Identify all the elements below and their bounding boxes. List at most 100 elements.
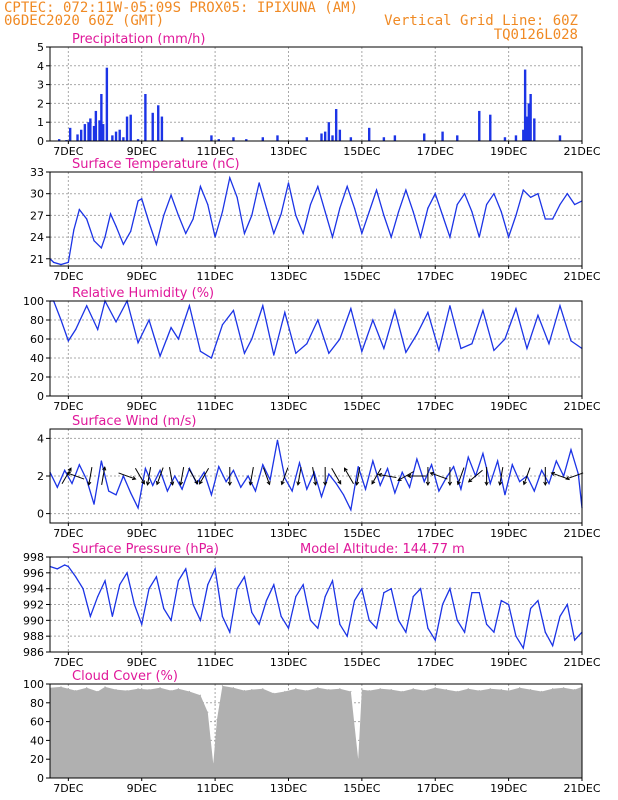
- wind-point: [372, 460, 374, 462]
- wind-arrow-head: [337, 480, 342, 485]
- humidity-point: [170, 327, 172, 329]
- temperature-xtick-label: 17DEC: [417, 270, 454, 283]
- wind-arrow-head: [429, 471, 434, 476]
- precipitation-xtick-label: 21DEC: [563, 145, 600, 158]
- precipitation-bar: [522, 129, 525, 141]
- wind-arrow-head: [67, 467, 72, 472]
- humidity-point: [273, 354, 275, 356]
- wind-point: [408, 486, 411, 488]
- pressure-point: [427, 627, 429, 629]
- wind-arrow-head: [170, 481, 175, 486]
- cloud-point: [412, 688, 414, 690]
- humidity-point: [438, 349, 440, 351]
- temperature-ytick-label: 33: [30, 166, 44, 179]
- humidity-point: [251, 338, 253, 340]
- cloud-point: [530, 689, 532, 691]
- wind-xtick-label: 17DEC: [417, 527, 454, 540]
- pressure-point: [287, 627, 290, 629]
- pressure-point: [456, 619, 458, 621]
- cloud-point: [357, 758, 359, 760]
- wind-point: [548, 482, 550, 485]
- pressure-point: [361, 588, 363, 590]
- wind-xtick-label: 21DEC: [563, 527, 600, 540]
- wind-arrow-shaft: [312, 467, 317, 485]
- temperature-point: [339, 207, 341, 209]
- pressure-point: [295, 595, 297, 598]
- wind-arrow-head: [87, 481, 92, 486]
- precipitation-bar: [136, 139, 140, 141]
- wind-point: [262, 464, 264, 466]
- wind-arrow-shaft: [468, 469, 483, 483]
- wind-arrow-shaft: [397, 471, 414, 481]
- cloud-point: [508, 689, 510, 692]
- wind-point: [78, 464, 80, 466]
- temperature-point: [236, 196, 238, 198]
- pressure-point: [419, 588, 422, 590]
- precipitation-bar: [393, 135, 397, 141]
- wind-arrow-head: [199, 480, 203, 485]
- temperature-xtick-label: 15DEC: [343, 270, 380, 283]
- humidity-ytick-label: 40: [30, 352, 44, 365]
- temperature-point: [427, 207, 429, 209]
- pressure-point: [148, 588, 150, 590]
- temperature-point: [93, 240, 95, 242]
- cloud-point: [262, 688, 264, 690]
- cloud-point: [434, 687, 436, 689]
- humidity-frame: [49, 300, 583, 397]
- pressure-point: [317, 627, 319, 629]
- wind-point: [357, 466, 359, 468]
- pressure-ytick-label: 992: [23, 599, 44, 612]
- precipitation-xtick-label: 11DEC: [197, 145, 234, 158]
- precipitation-bar: [489, 114, 492, 141]
- wind-point: [122, 475, 124, 477]
- precipitation-bar: [87, 122, 90, 141]
- precipitation-xtick-label: 9DEC: [127, 145, 157, 158]
- wind-arrow-head: [406, 473, 412, 479]
- cloud-point: [251, 689, 253, 691]
- wind-point: [386, 467, 389, 470]
- humidity-point: [339, 338, 341, 340]
- pressure-point: [412, 595, 414, 598]
- temperature-point: [258, 182, 260, 184]
- pressure-point: [339, 623, 341, 625]
- temperature-point: [214, 236, 216, 238]
- humidity-point: [284, 311, 286, 313]
- pressure-xtick-label: 13DEC: [270, 656, 307, 669]
- pressure-point: [67, 565, 69, 568]
- humidity-xtick-label: 9DEC: [127, 400, 157, 413]
- cloud-point: [361, 689, 363, 691]
- precipitation-bar: [527, 103, 530, 141]
- temperature-xtick-label: 19DEC: [490, 270, 527, 283]
- pressure-ytick-label: 986: [23, 646, 44, 659]
- wind-arrow-shaft: [134, 467, 145, 485]
- precipitation-ytick-label: 0: [37, 135, 44, 148]
- precipitation-bar: [68, 127, 72, 141]
- pressure-point: [229, 631, 231, 633]
- temperature-xtick-label: 7DEC: [53, 270, 83, 283]
- precipitation-bar: [129, 114, 132, 141]
- pressure-point: [324, 595, 326, 598]
- wind-point: [320, 496, 323, 498]
- precipitation-ytick-label: 2: [37, 97, 44, 110]
- header-grid-line-note: Vertical Grid Line: 60Z: [384, 13, 578, 29]
- temperature-point: [78, 209, 80, 211]
- cloud-title: Cloud Cover (%): [72, 669, 178, 684]
- cloud-point: [519, 687, 521, 689]
- temperature-point: [280, 213, 282, 215]
- pressure-point: [214, 568, 216, 570]
- humidity-point: [317, 319, 319, 321]
- humidity-point: [75, 328, 77, 331]
- wind-line: [49, 440, 583, 512]
- wind-point: [504, 494, 506, 496]
- humidity-point: [361, 350, 363, 352]
- humidity-point: [405, 351, 407, 353]
- humidity-point: [570, 340, 572, 342]
- humidity-xtick-label: 13DEC: [270, 400, 307, 413]
- temperature-point: [155, 243, 157, 245]
- wind-point: [254, 490, 257, 492]
- precipitation-bar: [558, 135, 562, 141]
- precipitation-bar: [338, 129, 342, 141]
- pressure-ytick-label: 998: [23, 551, 44, 564]
- temperature-xtick-label: 9DEC: [127, 270, 157, 283]
